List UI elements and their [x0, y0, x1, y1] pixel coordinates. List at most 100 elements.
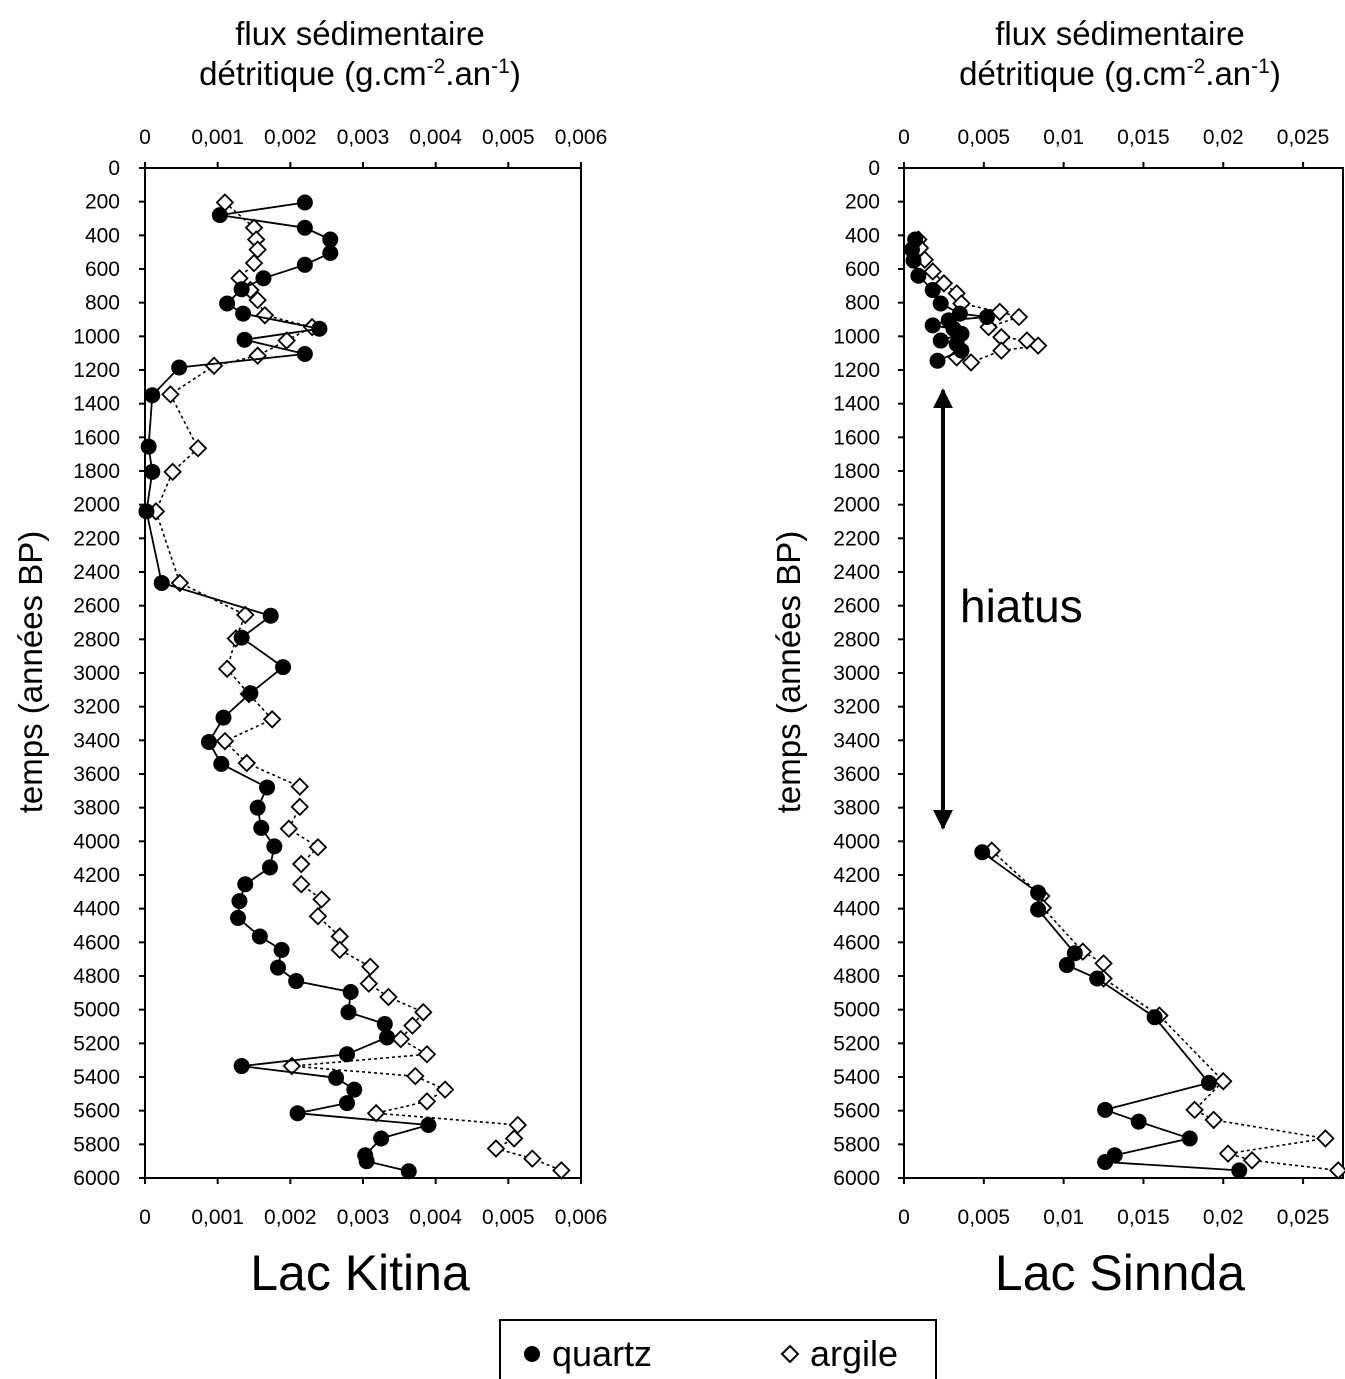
y-tick-label: 2400 — [833, 561, 880, 584]
y-tick-label: 4600 — [73, 931, 120, 954]
point-argile — [1009, 307, 1029, 327]
y-tick-label: 2200 — [73, 527, 120, 550]
point-quartz — [275, 659, 292, 676]
point-quartz — [420, 1116, 437, 1133]
point-quartz — [233, 1058, 250, 1075]
y-tick-label: 2000 — [73, 494, 120, 517]
point-quartz — [339, 1046, 356, 1063]
x-tick-label-top: 0,02 — [1203, 126, 1244, 149]
point-quartz — [262, 607, 279, 624]
x-tick-label-top: 0 — [898, 126, 910, 149]
legend-marker-argile — [780, 1344, 800, 1364]
x-tick-label-top: 0 — [139, 126, 151, 149]
y-tick-label: 5000 — [833, 999, 880, 1022]
point-argile — [1316, 1129, 1335, 1148]
point-argile — [403, 1016, 422, 1035]
point-quartz — [144, 387, 161, 404]
y-tick-label: 2200 — [833, 527, 880, 550]
point-argile — [312, 890, 331, 909]
point-argile — [1213, 1071, 1233, 1091]
point-argile — [262, 710, 282, 729]
y-tick-label: 200 — [85, 191, 120, 214]
point-quartz — [979, 308, 996, 325]
x-tick-label-bottom: 0,015 — [1117, 1206, 1170, 1229]
y-tick-label: 800 — [85, 292, 120, 315]
point-argile — [1017, 331, 1037, 350]
y-tick-label: 4400 — [833, 898, 880, 921]
point-argile — [279, 819, 299, 838]
point-argile — [308, 906, 328, 926]
point-quartz — [1181, 1130, 1198, 1147]
point-quartz — [266, 838, 283, 855]
point-quartz — [1146, 1009, 1163, 1026]
point-quartz — [261, 859, 278, 876]
point-quartz — [233, 281, 250, 298]
y-tick-label: 1200 — [833, 359, 880, 382]
y-tick-label: 2400 — [73, 561, 120, 584]
y-tick-label: 2800 — [833, 628, 880, 651]
point-quartz — [376, 1015, 393, 1032]
x-tick-label-top: 0,025 — [1277, 126, 1330, 149]
point-quartz — [1130, 1113, 1147, 1130]
point-quartz — [269, 959, 286, 976]
point-quartz — [296, 219, 313, 236]
point-argile — [523, 1149, 542, 1168]
point-quartz — [211, 207, 228, 224]
point-argile — [379, 987, 398, 1007]
plot-frame — [144, 167, 582, 1179]
point-argile — [992, 341, 1011, 360]
y-tick-label: 400 — [845, 224, 880, 247]
y-tick-label: 3600 — [73, 763, 120, 786]
series-line-argile — [155, 201, 562, 1172]
x-tick-label-top: 0,002 — [264, 126, 317, 149]
point-quartz — [235, 305, 252, 322]
x-tick-label-top: 0,01 — [1043, 126, 1084, 149]
point-quartz — [924, 317, 941, 334]
point-quartz — [932, 332, 949, 349]
point-argile — [1218, 1144, 1238, 1163]
y-tick-label: 800 — [845, 292, 880, 315]
point-argile — [255, 306, 275, 325]
point-quartz — [253, 819, 270, 836]
x-tick-label-bottom: 0,001 — [191, 1206, 244, 1229]
x-tick-label-top: 0,015 — [1117, 126, 1170, 149]
point-quartz — [1200, 1074, 1217, 1091]
point-quartz — [153, 574, 170, 591]
y-tick-label: 6000 — [833, 1167, 880, 1190]
point-quartz — [1058, 957, 1075, 974]
point-quartz — [249, 799, 266, 816]
series-layer — [903, 230, 1345, 1180]
point-argile — [435, 1080, 455, 1099]
point-argile — [188, 439, 208, 458]
point-quartz — [342, 983, 359, 1000]
point-argile — [244, 253, 264, 273]
point-quartz — [1097, 1101, 1114, 1118]
x-tick-label-bottom: 0,004 — [409, 1206, 462, 1229]
point-quartz — [910, 267, 927, 284]
point-quartz — [144, 463, 161, 480]
point-argile — [979, 317, 998, 337]
x-tick-label-bottom: 0,025 — [1277, 1206, 1330, 1229]
point-quartz — [255, 270, 272, 287]
point-quartz — [322, 245, 339, 262]
point-quartz — [974, 844, 991, 861]
point-quartz — [929, 352, 946, 369]
point-quartz — [171, 359, 188, 376]
point-quartz — [378, 1029, 395, 1046]
y-tick-label: 5200 — [73, 1032, 120, 1055]
y-tick-label: 1000 — [833, 325, 880, 348]
x-tick-label-top: 0,005 — [958, 126, 1011, 149]
point-quartz — [358, 1153, 375, 1170]
point-argile — [923, 262, 943, 281]
y-tick-label: 1800 — [833, 460, 880, 483]
y-tick-label: 1400 — [833, 393, 880, 416]
hiatus-label: hiatus — [960, 580, 1083, 632]
x-axis-title-line2: détritique (g.cm-2.an-1) — [199, 55, 521, 92]
point-quartz — [288, 973, 305, 990]
y-tick-label: 600 — [845, 258, 880, 281]
y-tick-label: 5600 — [833, 1100, 880, 1123]
y-tick-label: 3400 — [73, 729, 120, 752]
y-tick-label: 0 — [868, 157, 880, 180]
series-line-quartz — [981, 851, 1240, 1172]
